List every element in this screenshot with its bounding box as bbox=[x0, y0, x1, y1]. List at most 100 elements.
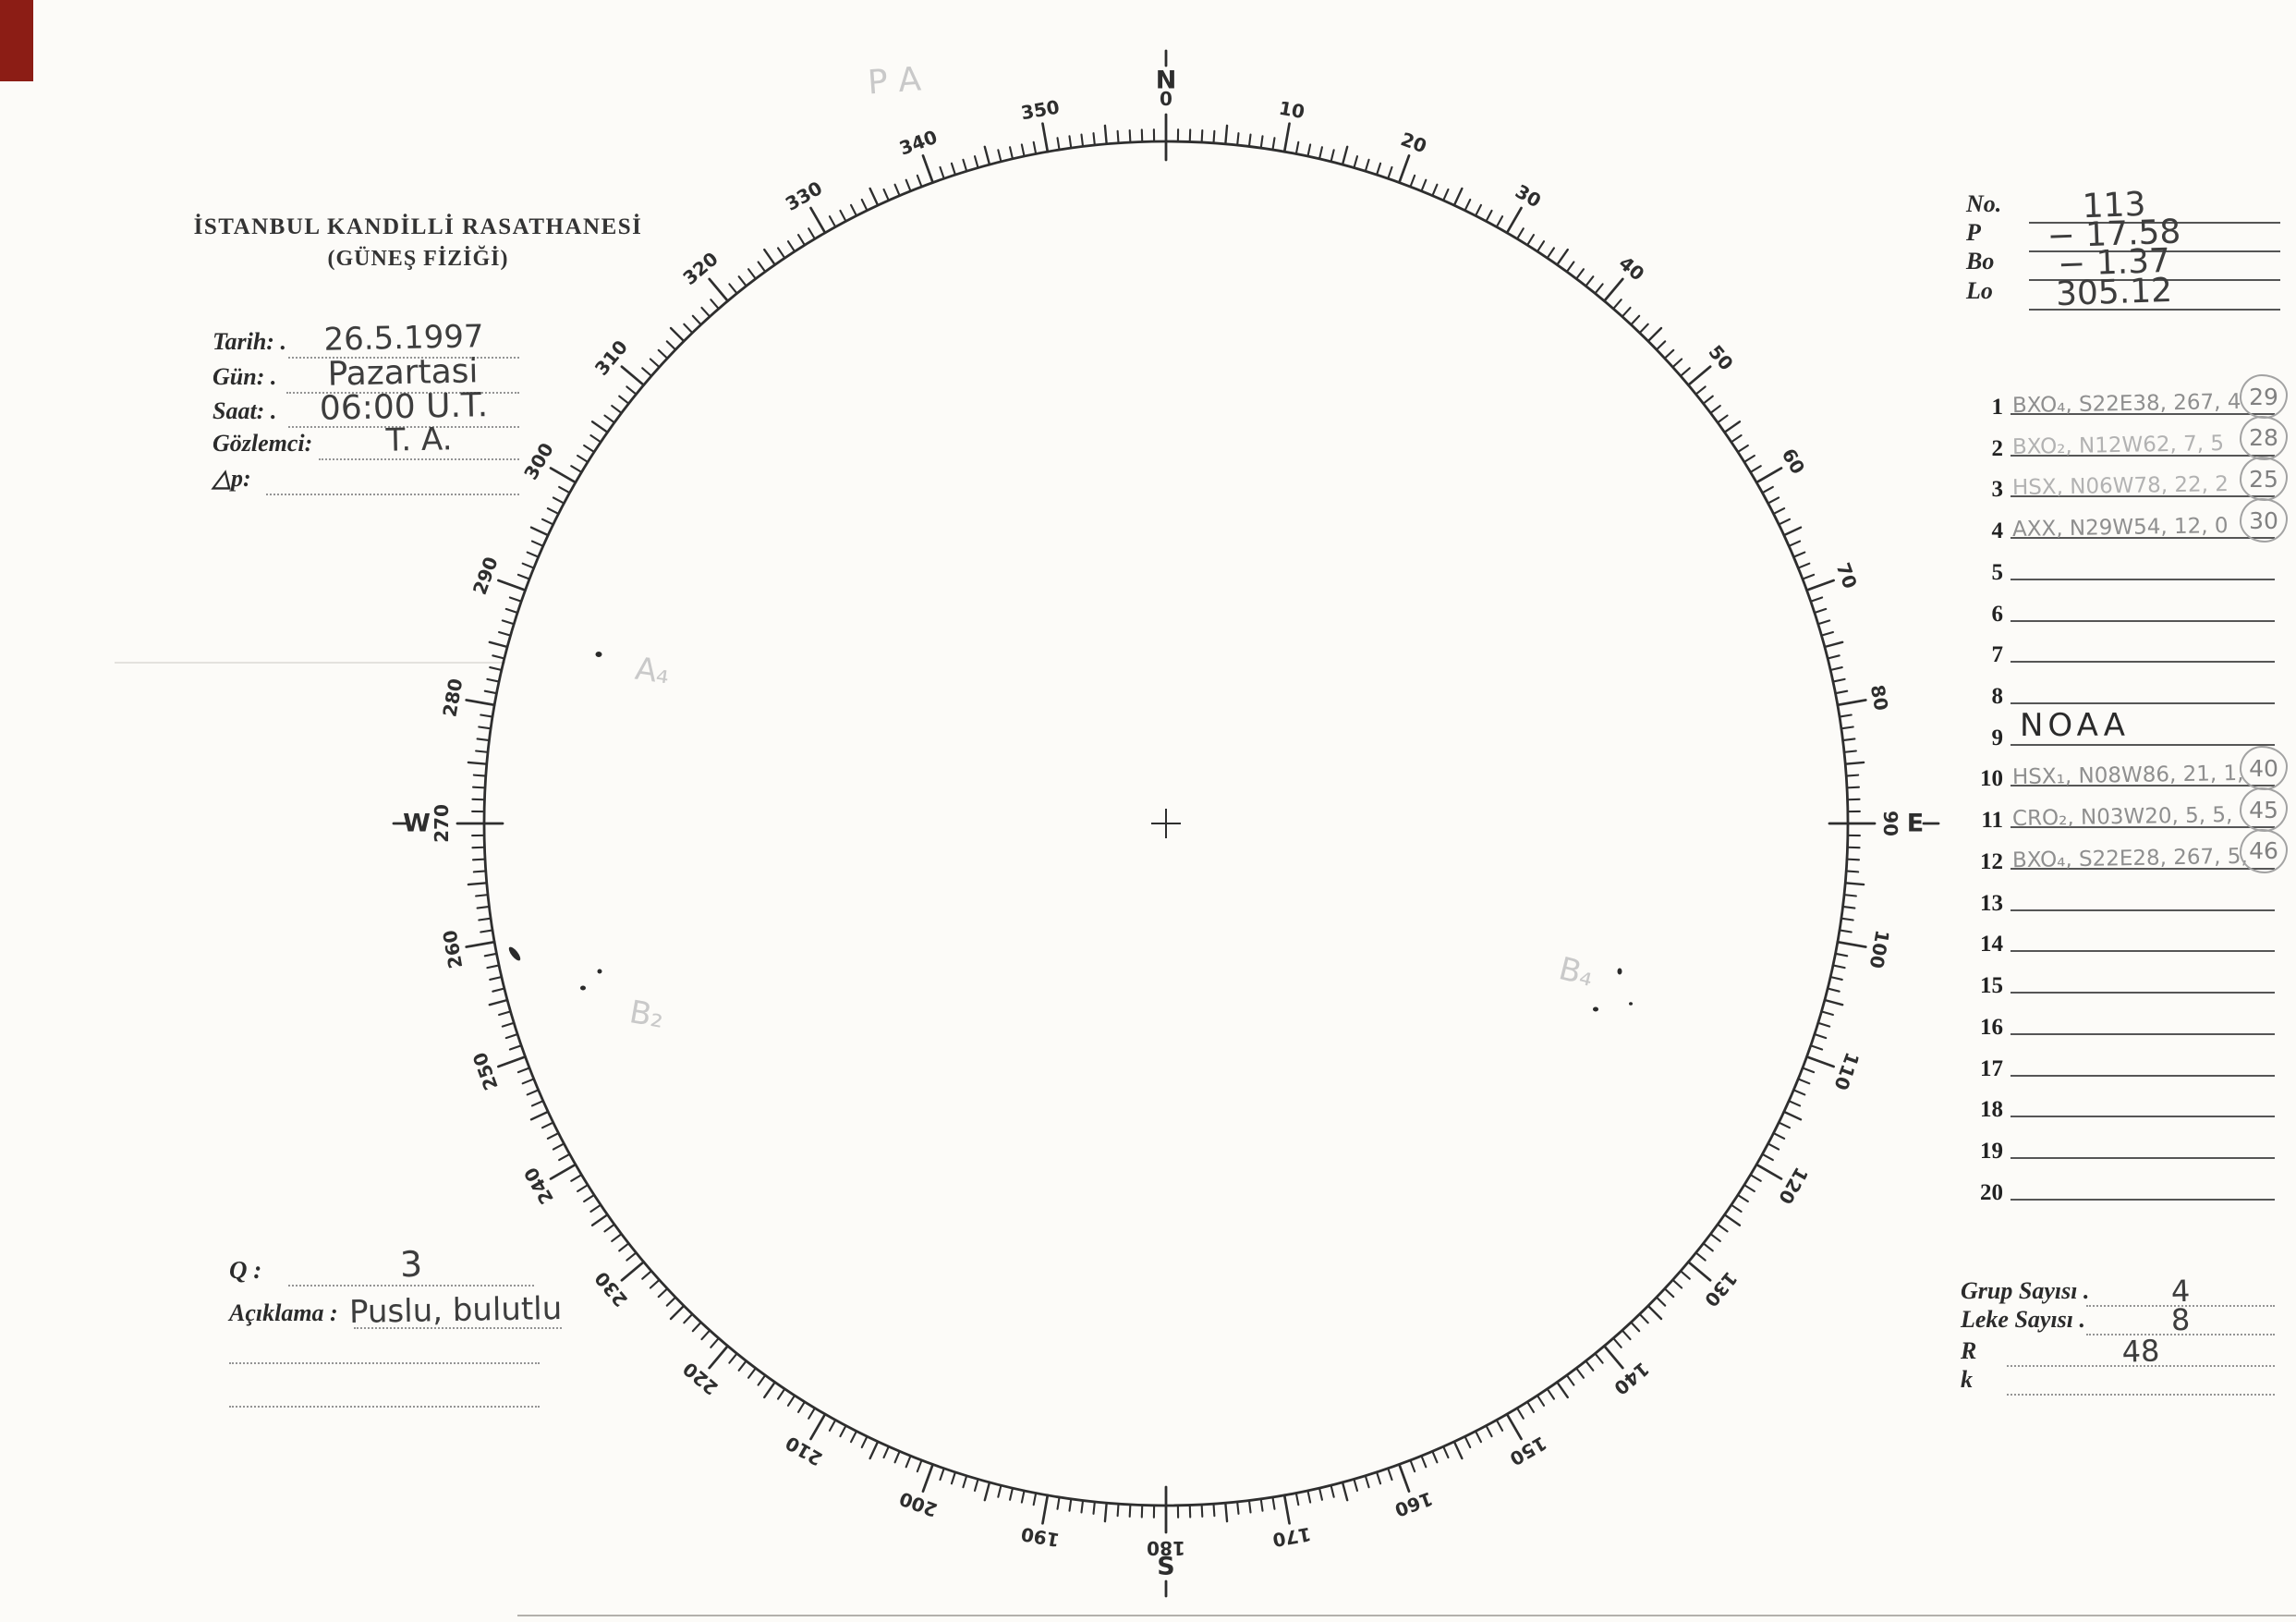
observatory-title: İSTANBUL KANDİLLİ RASATHANESİ (GÜNEŞ FİZ… bbox=[166, 214, 670, 272]
field-label: Tarih: . bbox=[213, 328, 286, 355]
svg-text:330: 330 bbox=[782, 177, 826, 215]
list-row: 2 BXO₂, N12W62, 7, 5 28 bbox=[1992, 415, 2288, 461]
solar-disk-rim bbox=[482, 140, 1850, 1507]
svg-text:270: 270 bbox=[431, 804, 453, 843]
list-row: 18 bbox=[1980, 1079, 2275, 1122]
list-row: 11 CRO₂, N03W20, 5, 5, 45 bbox=[1981, 787, 2288, 833]
svg-text:P A: P A bbox=[867, 61, 923, 103]
title-line2: (GÜNEŞ FİZİĞİ) bbox=[327, 247, 509, 271]
svg-text:250: 250 bbox=[468, 1049, 503, 1092]
summary-row: Grup Sayısı .4 bbox=[1961, 1270, 2277, 1309]
summary-row: R 48 bbox=[1961, 1330, 2277, 1370]
list-row-number: 2 bbox=[1991, 435, 2004, 461]
list-row-entry: BXO₄, S22E38, 267, 4 bbox=[2011, 389, 2241, 419]
list-row-circled-count: 30 bbox=[2240, 498, 2288, 543]
svg-text:B₄: B₄ bbox=[1555, 950, 1597, 994]
ephemeris-label: Lo bbox=[1966, 277, 1993, 304]
list-row: 16 bbox=[1980, 996, 2275, 1040]
list-row: 9 NOAA bbox=[1992, 707, 2275, 750]
svg-text:50: 50 bbox=[1704, 341, 1737, 375]
svg-text:60: 60 bbox=[1778, 445, 1810, 478]
svg-text:150: 150 bbox=[1506, 1432, 1550, 1470]
svg-text:170: 170 bbox=[1270, 1523, 1312, 1552]
field-row: Saat: . 06:00 U.T. bbox=[213, 386, 523, 428]
remarks-line bbox=[354, 1327, 562, 1329]
q-value: 3 bbox=[399, 1243, 423, 1286]
field-label: Saat: . bbox=[213, 397, 277, 424]
list-row-circled-count: 40 bbox=[2240, 746, 2288, 791]
svg-text:350: 350 bbox=[1019, 95, 1061, 124]
list-row: 19 bbox=[1980, 1120, 2275, 1164]
field-line bbox=[286, 392, 519, 394]
list-row-number: 15 bbox=[1980, 973, 2003, 999]
list-row-circled-count: 29 bbox=[2240, 374, 2288, 419]
remarks-blank-line-2 bbox=[229, 1406, 540, 1408]
list-row: 17 bbox=[1980, 1038, 2275, 1081]
ephemeris-row: No. 113 bbox=[1966, 185, 2280, 226]
ephemeris-row: P − 17.58 bbox=[1966, 213, 2280, 256]
ephemeris-line bbox=[2029, 250, 2280, 252]
svg-text:200: 200 bbox=[896, 1487, 940, 1521]
svg-text:230: 230 bbox=[590, 1267, 632, 1311]
svg-text:240: 240 bbox=[519, 1164, 558, 1208]
list-row-entry: BXO₂, N12W62, 7, 5 bbox=[2011, 431, 2225, 459]
list-row-number: 7 bbox=[1991, 642, 2004, 668]
svg-text:S: S bbox=[1157, 1553, 1174, 1581]
svg-text:140: 140 bbox=[1610, 1358, 1653, 1399]
field-row: △p: bbox=[213, 455, 523, 495]
sunspot-marks bbox=[508, 652, 1633, 1012]
list-row-number: 3 bbox=[1991, 477, 2004, 503]
summary-label: R bbox=[1961, 1337, 1977, 1364]
svg-text:A₄: A₄ bbox=[633, 651, 672, 692]
summary-line bbox=[2086, 1305, 2275, 1307]
summary-label: k bbox=[1961, 1366, 1973, 1393]
center-cross bbox=[1151, 809, 1181, 838]
svg-text:210: 210 bbox=[782, 1432, 826, 1470]
list-row-number: 5 bbox=[1991, 559, 2004, 585]
svg-text:10: 10 bbox=[1277, 97, 1306, 123]
svg-text:190: 190 bbox=[1019, 1523, 1061, 1552]
list-row: 12 BXO₄, S22E28, 267, 5, 46 bbox=[1980, 828, 2288, 874]
list-row-number: 10 bbox=[1980, 766, 2003, 792]
list-row-entry: AXX, N29W54, 12, 0 bbox=[2011, 514, 2229, 543]
svg-text:130: 130 bbox=[1700, 1267, 1742, 1311]
list-row-number: 11 bbox=[1981, 808, 2003, 834]
svg-text:B₂: B₂ bbox=[626, 994, 666, 1036]
list-row-number: 13 bbox=[1980, 890, 2003, 916]
pencil-annotations: P A A₄ B₂ B₄ bbox=[626, 61, 1597, 1036]
field-line bbox=[266, 494, 519, 495]
remarks-row: Açıklama : Puslu, bulutlu bbox=[229, 1288, 563, 1331]
list-row: 1 BXO₄, S22E38, 267, 4 29 bbox=[1992, 374, 2288, 420]
list-row-entry: HSX₁, N08W86, 21, 1, bbox=[2011, 762, 2244, 790]
list-row-number: 8 bbox=[1991, 684, 2004, 710]
list-row-entry: CRO₂, N03W20, 5, 5, bbox=[2011, 803, 2233, 832]
list-row: 3 HSX, N06W78, 22, 2 25 bbox=[1992, 457, 2288, 502]
list-row-number: 16 bbox=[1980, 1014, 2003, 1040]
list-row-number: 4 bbox=[1991, 518, 2004, 544]
list-row-number: 19 bbox=[1980, 1138, 2003, 1164]
list-row-entry: HSX, N06W78, 22, 2 bbox=[2011, 472, 2229, 501]
svg-text:220: 220 bbox=[678, 1358, 722, 1399]
remarks-blank-line-1 bbox=[229, 1362, 540, 1364]
field-line bbox=[319, 458, 519, 460]
list-row: 4 AXX, N29W54, 12, 0 30 bbox=[1992, 498, 2288, 543]
svg-text:E: E bbox=[1907, 810, 1924, 838]
svg-text:30: 30 bbox=[1512, 180, 1545, 213]
svg-text:110: 110 bbox=[1829, 1049, 1864, 1092]
summary-line bbox=[2007, 1365, 2275, 1367]
q-line bbox=[288, 1285, 534, 1287]
list-row: 13 bbox=[1980, 872, 2275, 916]
summary-row: k bbox=[1961, 1359, 2277, 1396]
svg-text:160: 160 bbox=[1391, 1487, 1435, 1521]
scan-corner-artifact bbox=[0, 0, 33, 81]
field-label: △p: bbox=[213, 465, 251, 492]
svg-text:320: 320 bbox=[678, 248, 722, 289]
ephemeris-value: 305.12 bbox=[2055, 271, 2173, 314]
title-line1: İSTANBUL KANDİLLİ RASATHANESİ bbox=[193, 214, 643, 239]
svg-text:120: 120 bbox=[1774, 1164, 1813, 1208]
field-label: Gün: . bbox=[213, 363, 277, 390]
summary-line bbox=[2007, 1394, 2275, 1396]
svg-text:260: 260 bbox=[438, 928, 467, 970]
svg-text:80: 80 bbox=[1866, 683, 1892, 713]
svg-text:70: 70 bbox=[1832, 560, 1862, 591]
